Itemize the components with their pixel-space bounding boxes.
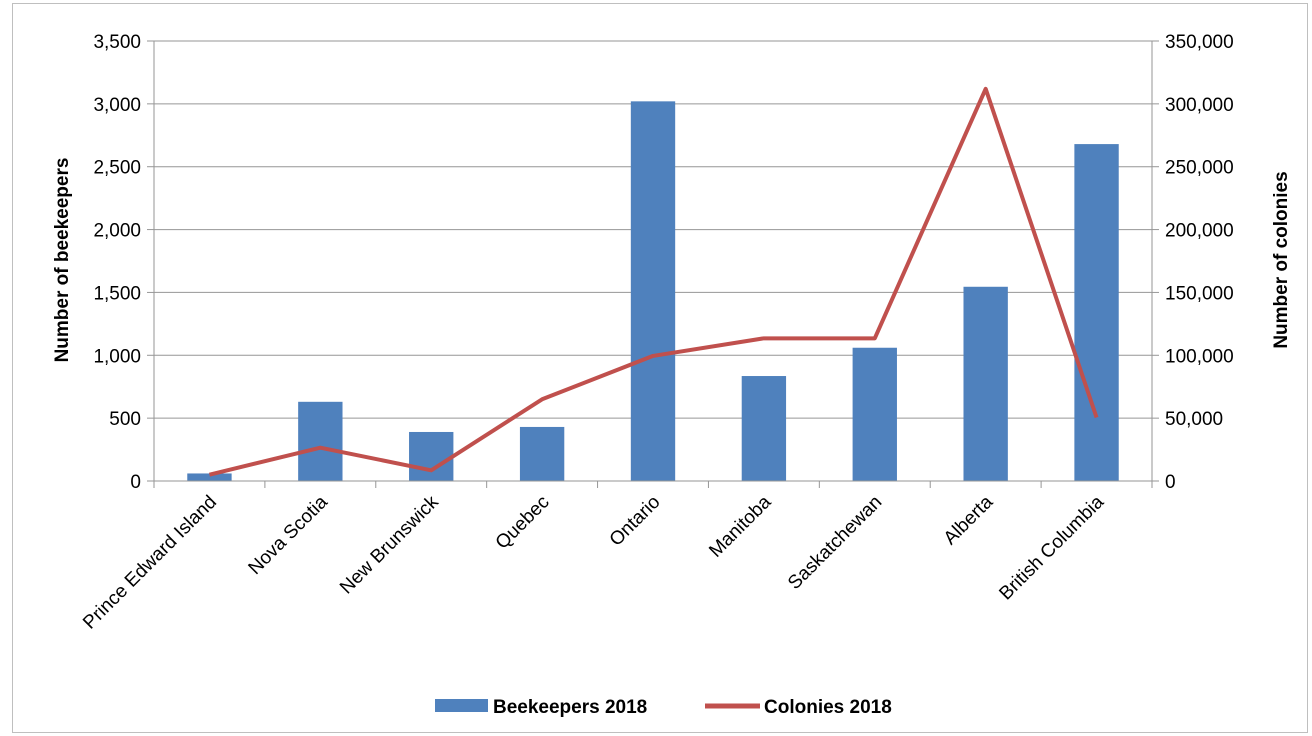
bar-quebec — [519, 426, 565, 481]
y-tick-label: 500 — [109, 409, 141, 430]
y2-tick-label: 300,000 — [1165, 95, 1234, 116]
x-tick-label: Saskatchewan — [784, 492, 886, 594]
legend-label-beekeepers: Beekeepers 2018 — [493, 697, 647, 718]
y2-tick-label: 0 — [1165, 472, 1176, 493]
y2-tick-label: 100,000 — [1165, 346, 1234, 367]
y-tick-label: 3,500 — [93, 32, 141, 53]
bar-saskatchewan — [852, 347, 897, 481]
bar-british-columbia — [1074, 144, 1119, 482]
y2-tick-label: 50,000 — [1165, 409, 1223, 430]
x-tick-label: Ontario — [606, 492, 665, 551]
x-tick-label: Manitoba — [705, 491, 775, 561]
x-tick-label: Prince Edward Island — [79, 492, 221, 634]
left-axis-ticks: 0 500 1,000 1,500 2,000 2,500 3,000 3,500 — [93, 32, 141, 493]
y2-tick-label: 350,000 — [1165, 32, 1234, 53]
legend: Beekeepers 2018 Colonies 2018 — [435, 697, 892, 718]
x-tick-label: New Brunswick — [336, 491, 443, 598]
x-tick-label: British Columbia — [995, 491, 1108, 604]
legend-swatch-beekeepers — [435, 699, 488, 712]
bar-series-beekeepers — [187, 101, 1119, 482]
bar-new-brunswick — [409, 431, 454, 481]
y-tick-label: 1,500 — [93, 283, 141, 304]
axes — [147, 40, 1159, 488]
colonies-line — [208, 86, 1099, 477]
line-series-colonies — [208, 86, 1099, 477]
bar-alberta — [963, 286, 1008, 481]
y-axis-title: Number of beekeepers — [52, 158, 73, 363]
x-tick-label: Alberta — [940, 491, 998, 549]
y-tick-label: 0 — [130, 472, 141, 493]
bar-ontario — [630, 101, 676, 481]
right-axis-ticks: 0 50,000 100,000 150,000 200,000 250,000 300,0… — [1165, 32, 1234, 493]
x-tick-label: Quebec — [492, 492, 554, 554]
bar-manitoba — [741, 376, 787, 481]
y2-tick-label: 150,000 — [1165, 283, 1234, 304]
bar-nova-scotia — [298, 401, 343, 481]
legend-label-colonies: Colonies 2018 — [764, 697, 892, 718]
y2-tick-label: 250,000 — [1165, 158, 1234, 179]
x-tick-label: Nova Scotia — [245, 491, 333, 579]
x-axis-ticks: Prince Edward Island Nova Scotia New Bruns… — [79, 491, 1108, 633]
y2-tick-label: 200,000 — [1165, 221, 1234, 242]
y-tick-label: 2,500 — [93, 158, 141, 179]
y2-axis-title: Number of colonies — [1271, 171, 1292, 348]
y-tick-label: 3,000 — [93, 95, 141, 116]
y-tick-label: 2,000 — [93, 221, 141, 242]
bar-prince-edward-island — [187, 473, 232, 481]
y-tick-label: 1,000 — [93, 346, 141, 367]
